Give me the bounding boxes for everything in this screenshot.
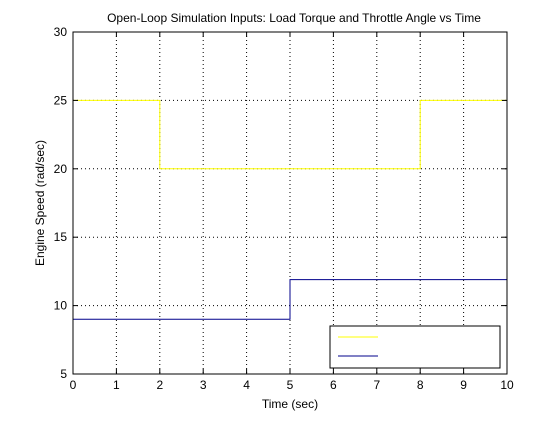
y-tick-label: 10	[54, 299, 68, 313]
x-tick-label: 2	[156, 378, 163, 392]
y-tick-label: 20	[54, 162, 68, 176]
series-line-1	[73, 99, 507, 170]
y-tick-label: 5	[60, 367, 67, 381]
x-tick-label: 10	[500, 378, 514, 392]
x-axis-label: Time (sec)	[262, 397, 318, 411]
ticks: 0 1 2 3 4 5 6 7 8 9 10 5 10 15 20 25 30	[54, 25, 514, 392]
x-tick-label: 1	[113, 378, 120, 392]
series-layer	[73, 99, 507, 320]
x-tick-label: 6	[330, 378, 337, 392]
y-tick-label: 15	[54, 230, 68, 244]
series-line-2	[73, 279, 507, 320]
x-tick-label: 7	[373, 378, 380, 392]
x-tick-label: 8	[417, 378, 424, 392]
legend-box	[329, 325, 501, 369]
x-tick-label: 4	[243, 378, 250, 392]
x-tick-label: 9	[460, 378, 467, 392]
y-axis-label: Engine Speed (rad/sec)	[33, 140, 47, 266]
x-tick-label: 0	[70, 378, 77, 392]
chart-title: Open-Loop Simulation Inputs: Load Torque…	[107, 11, 481, 25]
x-tick-label: 5	[287, 378, 294, 392]
y-tick-label: 25	[54, 93, 68, 107]
y-tick-label: 30	[54, 25, 68, 39]
x-tick-label: 3	[200, 378, 207, 392]
legend-entries	[338, 336, 378, 357]
legend	[329, 325, 501, 369]
